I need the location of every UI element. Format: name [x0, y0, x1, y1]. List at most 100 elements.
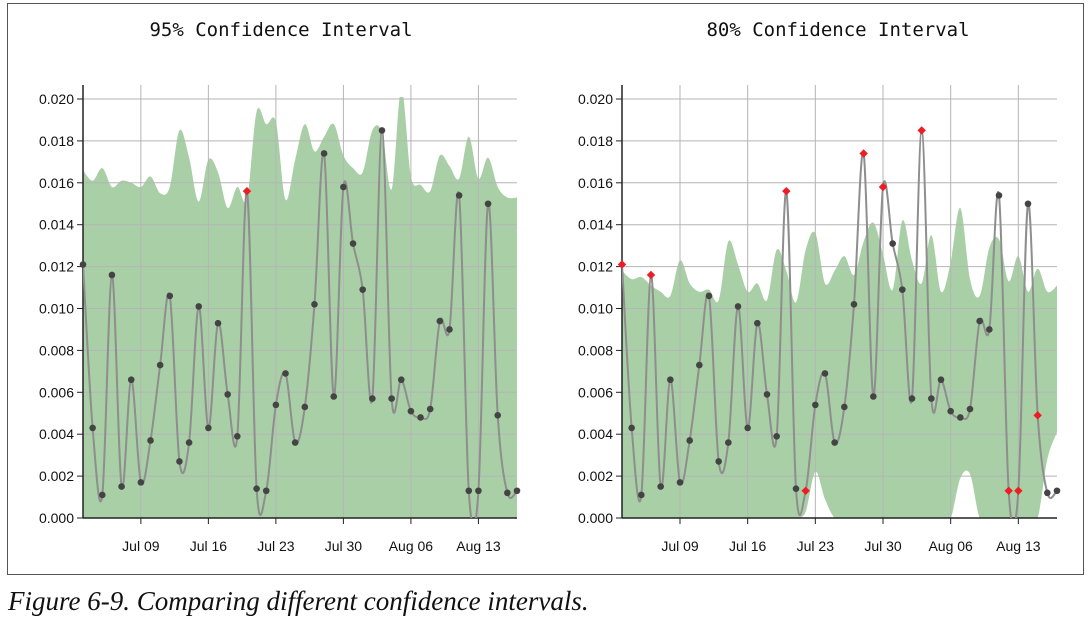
- data-point: [754, 319, 761, 327]
- y-tick-label: 0.020: [39, 91, 74, 107]
- x-tick-label: Aug 06: [389, 538, 434, 554]
- data-point: [744, 424, 751, 432]
- y-tick-label: 0.014: [578, 217, 613, 233]
- data-point: [821, 370, 829, 377]
- data-point: [301, 403, 309, 411]
- y-tick-label: 0.004: [578, 426, 613, 442]
- data-point: [928, 395, 935, 402]
- data-point: [185, 439, 193, 446]
- observation-line: [622, 129, 1057, 518]
- observation-line: [83, 129, 517, 518]
- y-tick-label: 0.000: [39, 510, 74, 526]
- data-point: [705, 292, 713, 300]
- x-tick-label: Jul 16: [190, 538, 228, 554]
- data-point: [1053, 487, 1061, 495]
- y-tick-label: 0.006: [578, 384, 613, 400]
- data-point: [378, 127, 386, 134]
- x-tick-label: Jul 23: [797, 538, 835, 554]
- data-point: [446, 326, 453, 333]
- data-point: [127, 376, 135, 384]
- data-point: [734, 303, 742, 310]
- data-point: [108, 271, 116, 279]
- data-point: [253, 485, 260, 492]
- data-point: [1044, 489, 1051, 497]
- data-point: [870, 393, 877, 400]
- data-point: [812, 401, 819, 409]
- outlier-point: [1004, 486, 1013, 495]
- data-point: [89, 424, 96, 432]
- data-point: [311, 301, 318, 308]
- y-tick-label: 0.018: [39, 133, 74, 149]
- data-point: [455, 192, 463, 199]
- data-point: [359, 286, 366, 293]
- outlier-point: [1033, 411, 1042, 420]
- data-point: [792, 485, 800, 492]
- data-point: [320, 150, 328, 157]
- y-tick-label: 0.002: [39, 468, 74, 484]
- y-tick-label: 0.012: [39, 259, 74, 275]
- y-tick-label: 0.018: [578, 133, 613, 149]
- x-tick-label: Jul 23: [257, 538, 295, 554]
- data-point: [369, 395, 376, 402]
- data-point: [176, 458, 183, 465]
- data-point: [696, 361, 703, 369]
- data-point: [763, 391, 771, 398]
- data-point: [349, 240, 357, 247]
- y-tick-label: 0.008: [39, 342, 74, 358]
- data-point: [715, 458, 722, 465]
- y-tick-label: 0.000: [578, 510, 613, 526]
- data-point: [513, 487, 521, 495]
- data-point: [195, 303, 203, 310]
- data-point: [947, 407, 954, 415]
- x-tick-label: Aug 13: [456, 538, 501, 554]
- outlier-point: [782, 186, 791, 196]
- data-point: [397, 376, 405, 384]
- data-point: [282, 370, 289, 377]
- data-point: [388, 395, 395, 402]
- y-tick-label: 0.004: [39, 426, 74, 442]
- figure-caption: Figure 6-9. Comparing different confiden…: [8, 586, 589, 616]
- x-tick-label: Jul 30: [864, 538, 902, 554]
- data-point: [986, 326, 993, 333]
- data-point: [340, 183, 347, 191]
- data-point: [628, 424, 635, 432]
- data-point: [426, 405, 434, 413]
- chart-title: 80% Confidence Interval: [706, 19, 969, 41]
- data-point: [995, 192, 1003, 199]
- data-point: [976, 317, 983, 325]
- data-point: [417, 414, 424, 421]
- data-point: [1024, 200, 1032, 208]
- y-tick-label: 0.014: [39, 217, 74, 233]
- x-tick-label: Jul 09: [661, 538, 699, 554]
- data-point: [908, 395, 916, 402]
- y-tick-label: 0.012: [578, 259, 613, 275]
- data-point: [638, 491, 645, 499]
- data-point: [725, 439, 732, 446]
- data-point: [475, 487, 482, 495]
- data-point: [330, 393, 338, 400]
- outlier-point: [242, 186, 252, 196]
- data-point: [137, 479, 145, 486]
- data-point: [465, 487, 473, 495]
- outlier-point: [1014, 486, 1023, 495]
- data-point: [234, 432, 241, 440]
- y-tick-label: 0.016: [578, 175, 613, 191]
- data-point: [676, 479, 684, 486]
- data-point: [224, 391, 231, 398]
- data-point: [272, 401, 280, 409]
- y-tick-label: 0.010: [578, 301, 613, 317]
- outlier-point: [878, 182, 888, 192]
- data-point: [436, 317, 444, 325]
- data-point: [773, 432, 780, 440]
- chart-title: 95% Confidence Interval: [149, 19, 412, 41]
- x-tick-label: Jul 09: [122, 538, 160, 554]
- outlier-point: [801, 486, 810, 495]
- data-point: [79, 261, 87, 268]
- x-tick-label: Aug 13: [996, 538, 1041, 554]
- data-point: [166, 292, 174, 300]
- y-tick-label: 0.020: [578, 91, 613, 107]
- chart-80-confidence-interval: 80% Confidence Interval 0.000 0.002 0.004 0…: [578, 19, 1061, 554]
- data-point: [899, 286, 906, 293]
- data-point: [98, 491, 106, 499]
